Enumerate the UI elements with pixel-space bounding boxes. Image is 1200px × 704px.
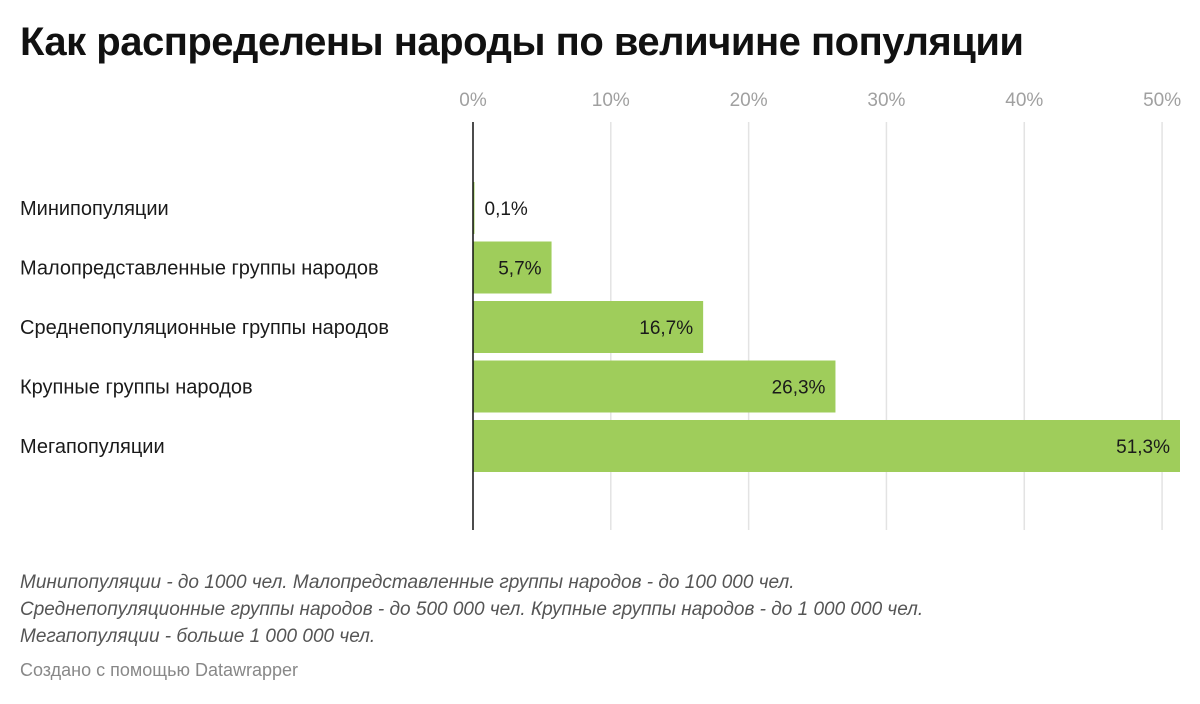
category-label-4: Мегапопуляции <box>20 436 165 458</box>
value-label-1: 5,7% <box>498 259 541 280</box>
category-label-0: Минипопуляции <box>20 198 169 220</box>
value-label-4: 51,3% <box>1116 437 1170 458</box>
value-label-0: 0,1% <box>485 199 528 220</box>
footnote-line-3: Мегапопуляции - больше 1 000 000 чел. <box>20 626 376 647</box>
footnote-line-2: Среднепопуляционные группы народов - до … <box>20 599 924 620</box>
value-label-3: 26,3% <box>772 378 826 399</box>
x-tick-label-10: 10% <box>592 90 630 111</box>
x-tick-label-30: 30% <box>867 90 905 111</box>
x-tick-label-40: 40% <box>1005 90 1043 111</box>
bar-3 <box>473 360 836 413</box>
credit-text: Создано с помощью Datawrapper <box>20 660 299 680</box>
bar-2 <box>473 301 704 353</box>
value-label-2: 16,7% <box>639 318 693 339</box>
bar-1 <box>473 241 552 294</box>
footnote-line-1: Минипопуляции - до 1000 чел. Малопредста… <box>20 572 795 593</box>
x-tick-label-20: 20% <box>730 90 768 111</box>
x-tick-label-0: 0% <box>459 90 487 111</box>
bar-4 <box>473 420 1180 472</box>
category-label-2: Среднепопуляционные группы народов <box>20 317 389 339</box>
footnotes: Минипопуляции - до 1000 чел. Малопредста… <box>20 569 923 650</box>
chart-title: Как распределены народы по величине попу… <box>20 20 1024 64</box>
x-tick-label-50: 50% <box>1143 90 1181 111</box>
category-label-1: Малопредставленные группы народов <box>20 258 379 280</box>
category-label-3: Крупные группы народов <box>20 377 253 399</box>
